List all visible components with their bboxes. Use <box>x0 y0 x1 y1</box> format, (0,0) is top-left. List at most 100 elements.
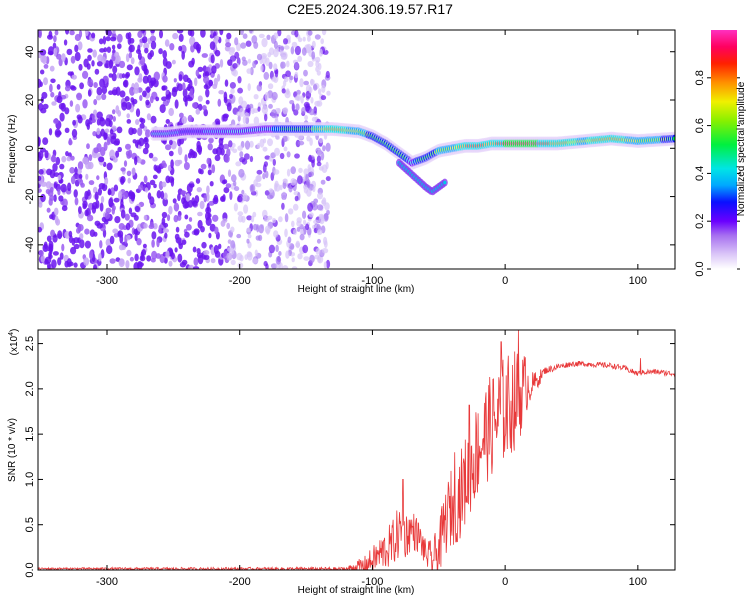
noise-speckle <box>70 55 76 64</box>
noise-speckle <box>162 75 168 83</box>
noise-speckle <box>309 254 315 264</box>
noise-speckle <box>82 157 89 165</box>
noise-speckle <box>115 55 119 65</box>
noise-speckle <box>39 250 44 257</box>
noise-speckle <box>46 235 52 242</box>
noise-speckle <box>232 63 238 69</box>
noise-speckle <box>206 157 211 165</box>
noise-speckle <box>226 148 231 157</box>
noise-speckle <box>294 195 299 202</box>
noise-speckle <box>279 184 283 191</box>
noise-speckle <box>227 169 232 177</box>
noise-speckle <box>70 246 77 255</box>
noise-speckle <box>291 41 298 48</box>
noise-speckle <box>268 244 275 254</box>
noise-speckle <box>290 178 297 186</box>
noise-speckle <box>247 251 253 261</box>
noise-speckle <box>42 103 49 110</box>
noise-speckle <box>161 85 166 91</box>
noise-speckle <box>189 36 196 46</box>
noise-speckle <box>258 224 265 234</box>
noise-speckle <box>225 42 232 48</box>
colorbar: 0.0 0.2 0.4 0.6 0.8 Normalized spectral ampl… <box>694 30 747 277</box>
noise-speckle <box>77 224 84 232</box>
noise-speckle <box>239 151 244 158</box>
noise-speckle <box>316 229 323 236</box>
colorbar-gradient <box>711 30 737 269</box>
noise-speckle <box>217 98 222 107</box>
noise-speckle <box>49 65 55 72</box>
noise-speckle <box>187 114 193 123</box>
noise-speckle <box>40 193 46 203</box>
noise-speckle <box>264 92 269 101</box>
noise-speckle <box>73 262 78 268</box>
noise-speckle <box>45 181 52 189</box>
noise-speckle <box>56 84 61 90</box>
noise-speckle <box>241 100 248 109</box>
noise-speckle <box>52 42 57 50</box>
noise-speckle <box>127 36 132 45</box>
noise-speckle <box>209 41 216 50</box>
noise-speckle <box>262 146 268 152</box>
noise-speckle <box>177 214 182 221</box>
noise-speckle <box>105 207 112 214</box>
noise-speckle <box>180 190 187 196</box>
noise-speckle <box>294 30 299 38</box>
noise-speckle <box>103 132 108 141</box>
noise-speckle <box>234 186 240 192</box>
colorbar-tick-label: 0.6 <box>694 118 706 133</box>
noise-speckle <box>112 109 116 115</box>
noise-speckle <box>48 198 53 206</box>
snr-panel: -300 -200 -100 0 100 0.0 0.5 1.0 1.5 2.0 2.5 Heig… <box>7 329 676 596</box>
noise-speckle <box>138 73 143 81</box>
noise-speckle <box>79 233 84 240</box>
noise-speckle <box>147 192 152 200</box>
noise-speckle <box>320 38 325 45</box>
noise-speckle <box>177 159 183 165</box>
noise-speckle <box>112 65 118 74</box>
noise-speckle <box>273 32 279 39</box>
noise-speckle <box>112 116 117 122</box>
noise-speckle <box>179 112 184 119</box>
noise-speckle <box>126 113 130 119</box>
noise-speckle <box>108 197 114 207</box>
noise-speckle <box>131 167 136 176</box>
noise-speckle <box>134 82 139 91</box>
noise-speckle <box>96 86 103 96</box>
noise-speckle <box>292 203 299 211</box>
noise-speckle <box>268 103 273 109</box>
noise-speckle <box>38 226 42 233</box>
noise-speckle <box>265 170 269 179</box>
x-tick-label: -300 <box>96 576 118 588</box>
noise-speckle <box>303 184 308 190</box>
noise-speckle <box>186 96 193 102</box>
noise-speckle <box>144 142 150 149</box>
noise-speckle <box>100 146 106 157</box>
noise-speckle <box>289 75 294 81</box>
noise-speckle <box>203 108 208 117</box>
noise-speckle <box>210 54 215 64</box>
noise-speckle <box>297 175 303 185</box>
noise-speckle <box>181 239 187 245</box>
noise-speckle <box>128 44 135 53</box>
noise-speckle <box>284 228 288 238</box>
noise-speckle <box>145 129 151 138</box>
y-tick-label: 0 <box>24 145 36 151</box>
noise-speckle <box>258 33 265 39</box>
noise-speckle <box>241 189 245 195</box>
noise-speckle <box>165 61 172 69</box>
noise-speckle <box>125 150 131 157</box>
noise-speckle <box>233 202 238 212</box>
noise-speckle <box>207 169 212 176</box>
noise-speckle <box>74 44 79 53</box>
noise-speckle <box>219 59 224 68</box>
noise-speckle <box>218 90 225 95</box>
noise-speckle <box>272 158 276 166</box>
noise-speckle <box>178 242 183 250</box>
noise-speckle <box>53 172 60 178</box>
noise-speckle <box>146 113 151 121</box>
noise-speckle <box>119 73 123 79</box>
noise-speckle <box>247 58 251 64</box>
noise-speckle <box>321 197 327 207</box>
